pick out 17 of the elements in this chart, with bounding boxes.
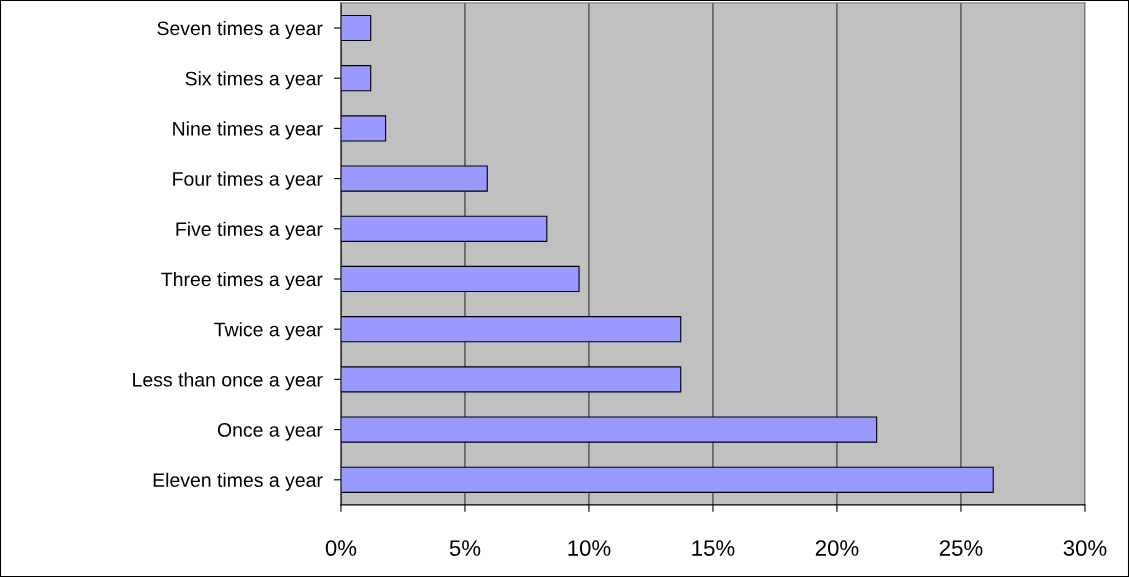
x-tick-label: 15% <box>692 540 735 556</box>
y-tick-label: Eleven times a year <box>153 472 323 491</box>
x-tick-label: 5% <box>449 540 481 556</box>
x-tick-label: 30% <box>1063 540 1107 556</box>
x-tick-label: 0% <box>325 540 357 556</box>
x-tick-label: 10% <box>568 540 611 556</box>
x-tick-label: 25% <box>939 540 983 556</box>
y-tick-label: Five times a year <box>176 221 323 240</box>
x-tick-label: 20% <box>815 540 859 556</box>
y-tick-label: Once a year <box>217 423 323 441</box>
y-tick-label: Six times a year <box>185 71 323 90</box>
y-tick-label: Seven times a year <box>157 20 323 40</box>
y-tick-label: Nine times a year <box>173 121 323 140</box>
y-tick-label: Twice a year <box>214 322 323 341</box>
y-tick-label: Less than once a year <box>133 372 323 391</box>
y-tick-label: Three times a year <box>161 271 323 291</box>
y-tick-label: Four times a year <box>173 171 323 190</box>
